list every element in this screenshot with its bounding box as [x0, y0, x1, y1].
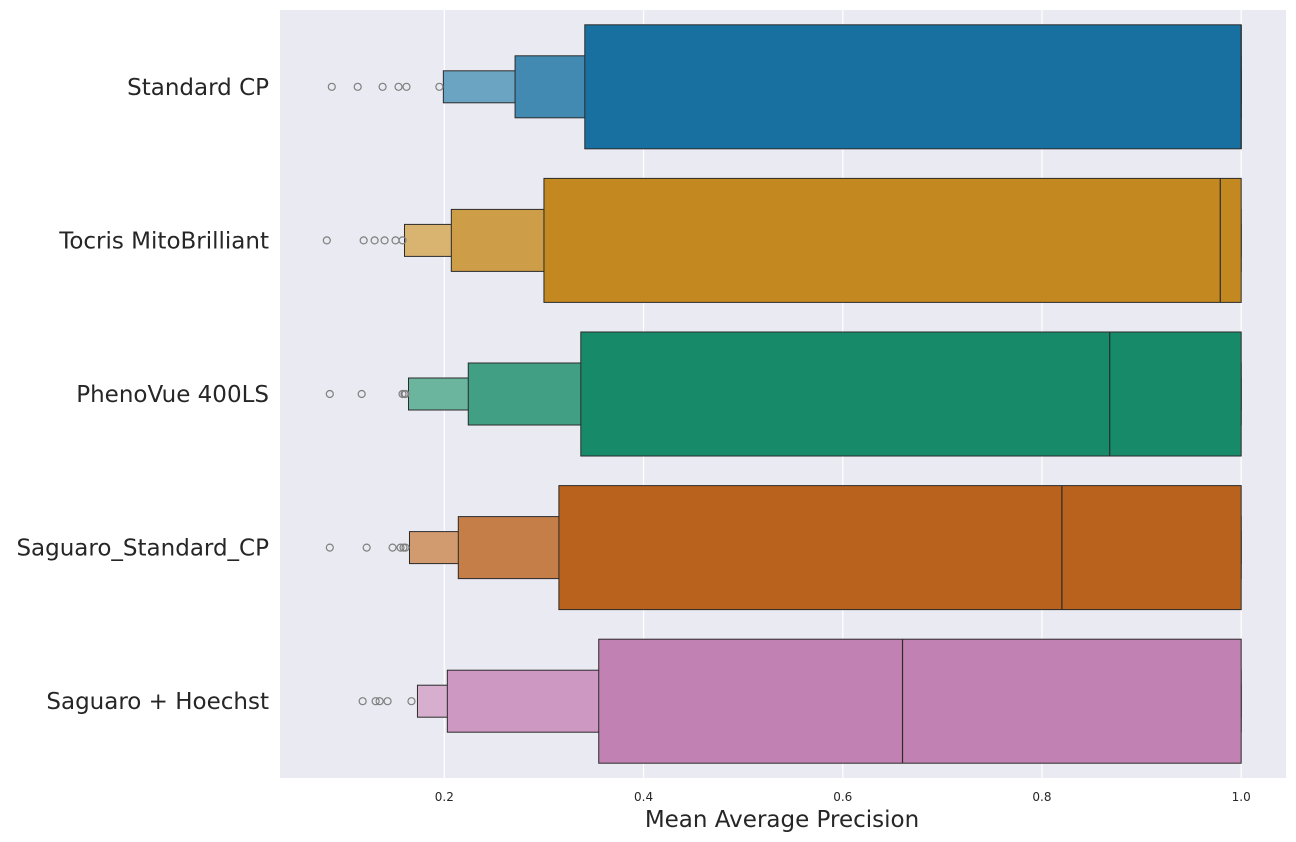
outlier-point: [383, 697, 392, 706]
outlier-point: [357, 389, 366, 399]
outlier-point: [394, 82, 403, 91]
outlier-point: [407, 697, 416, 706]
x-tick-label: 0.6: [833, 790, 852, 804]
outlier-point: [388, 543, 397, 552]
outlier-point: [396, 543, 405, 552]
plot-marks: [322, 24, 1242, 764]
outlier-point: [325, 543, 334, 552]
outlier-point: [371, 697, 380, 706]
x-tick-labels: 0.2 0.4 0.6 0.8 1.0: [435, 790, 1251, 804]
outlier-point: [375, 697, 384, 706]
x-tick-label: 0.4: [634, 790, 653, 804]
boxen-group: [322, 177, 1242, 303]
outlier-point: [353, 82, 362, 91]
outlier-point: [327, 82, 336, 91]
category-label: Saguaro_Standard_CP: [16, 536, 269, 562]
boxen-group: [325, 485, 1242, 611]
outlier-point: [370, 236, 379, 245]
x-tick-label: 0.8: [1032, 790, 1051, 804]
category-label: Saguaro + Hoechst: [46, 689, 269, 715]
boxen-level-1: [598, 638, 1242, 764]
outlier-point: [362, 543, 371, 552]
boxen-level-1: [543, 177, 1242, 303]
boxen-group: [327, 24, 1242, 150]
outlier-point: [398, 236, 407, 245]
outlier-point: [380, 236, 389, 245]
category-label: PhenoVue 400LS: [76, 382, 269, 408]
boxen-level-1: [580, 331, 1242, 457]
outlier-point: [358, 697, 367, 706]
outlier-point: [378, 82, 387, 91]
boxen-level-1: [584, 24, 1242, 150]
x-tick-label: 1.0: [1232, 790, 1251, 804]
outlier-point: [322, 236, 331, 245]
category-labels: Standard CP Tocris MitoBrilliant PhenoVue …: [16, 75, 269, 715]
outlier-point: [401, 543, 410, 552]
boxen-level-1: [558, 485, 1242, 611]
outlier-point: [401, 389, 410, 399]
outlier-point: [325, 389, 334, 399]
outlier-point: [402, 82, 411, 91]
boxen-group: [325, 331, 1242, 457]
outlier-point: [359, 236, 368, 245]
boxen-group: [358, 638, 1242, 764]
x-tick-label: 0.2: [435, 790, 454, 804]
x-axis-title: Mean Average Precision: [645, 807, 919, 833]
category-label: Tocris MitoBrilliant: [58, 228, 269, 254]
outlier-point: [435, 82, 444, 91]
category-label: Standard CP: [127, 75, 269, 101]
